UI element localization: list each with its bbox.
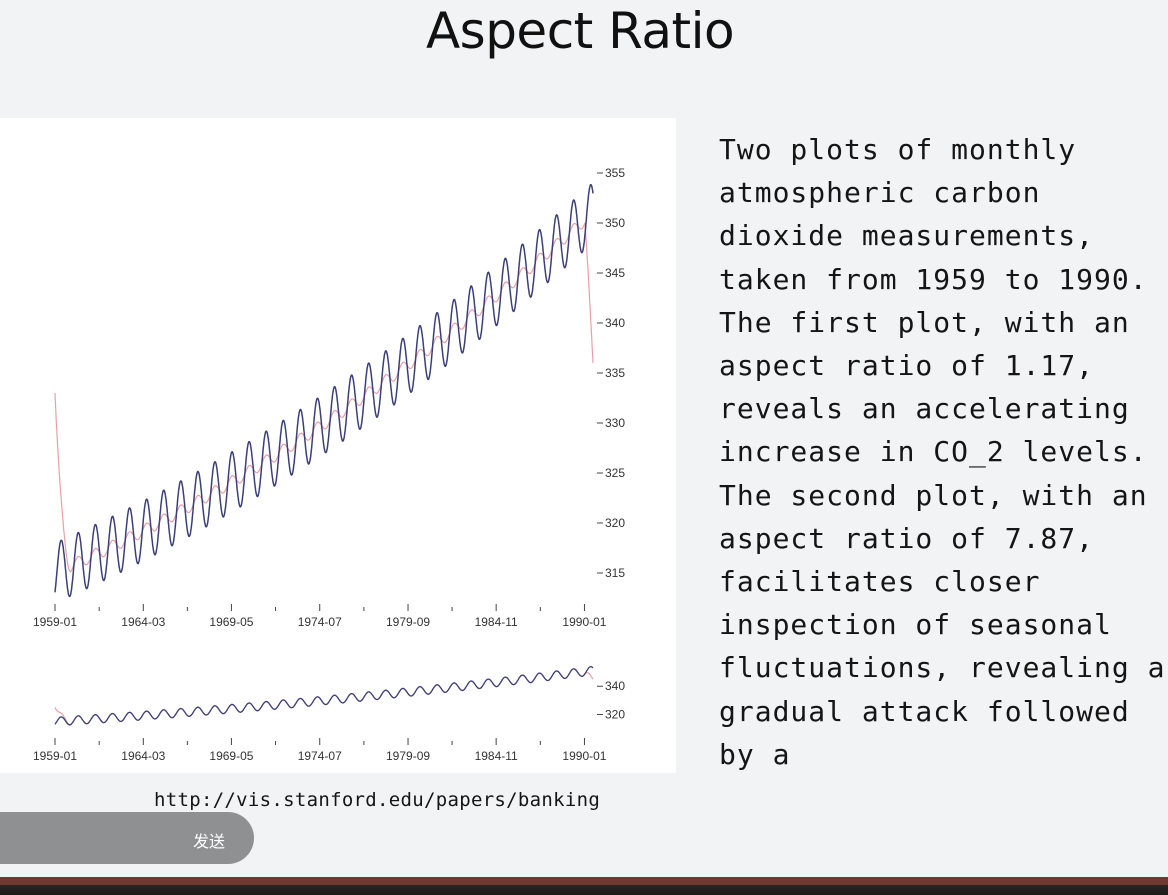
bottom-series-monthly-line — [54, 666, 594, 726]
chat-input-bar[interactable] — [0, 812, 254, 864]
chart-panel: 1959-01 1964-03 1969-05 1974-07 1979-09 1984-… — [0, 118, 676, 773]
top-y-tick-label: 325 — [605, 466, 625, 480]
top-x-tick-label: 1959-01 — [33, 615, 77, 629]
slide-description: Two plots of monthly atmospheric carbon … — [719, 133, 1166, 771]
co2-chart-aspect-1-17: 1959-01 1964-03 1969-05 1974-07 1979-09 1984-… — [33, 166, 625, 629]
bottom-y-tick-label: 320 — [605, 707, 625, 721]
bottom-x-tick-label: 1964-03 — [121, 749, 165, 763]
bottom-series-trend-line — [54, 668, 594, 726]
bottom-bar — [0, 877, 1168, 895]
top-y-tick-label: 350 — [605, 216, 625, 230]
top-y-tick-label: 335 — [605, 366, 625, 380]
send-button[interactable]: 发送 — [193, 832, 226, 851]
top-y-tick-label: 340 — [605, 316, 625, 330]
top-x-tick-label: 1979-09 — [386, 615, 430, 629]
top-series-monthly-line — [54, 184, 594, 598]
co2-charts: 1959-01 1964-03 1969-05 1974-07 1979-09 1984-… — [33, 166, 625, 763]
top-x-tick-label: 1969-05 — [209, 615, 253, 629]
bottom-x-tick-label: 1969-05 — [209, 749, 253, 763]
bottom-x-tick-label: 1959-01 — [33, 749, 77, 763]
bottom-x-tick-label: 1984-11 — [475, 749, 518, 763]
co2-chart-aspect-7-87: 1959-01 1964-03 1969-05 1974-07 1979-09 1984-… — [33, 666, 625, 763]
top-x-tick-label: 1974-07 — [298, 615, 342, 629]
bottom-y-tick-label: 340 — [605, 679, 625, 693]
slide-title: Aspect Ratio — [425, 2, 735, 60]
source-url: http://vis.stanford.edu/papers/banking — [154, 789, 601, 811]
top-y-tick-label: 355 — [605, 166, 625, 180]
top-x-tick-label: 1990-01 — [562, 615, 606, 629]
bottom-x-tick-label: 1979-09 — [386, 749, 430, 763]
bottom-x-tick-label: 1990-01 — [562, 749, 606, 763]
top-series-trend-line — [54, 222, 594, 573]
top-x-tick-label: 1964-03 — [121, 615, 165, 629]
top-y-tick-label: 315 — [605, 566, 625, 580]
top-y-tick-label: 345 — [605, 266, 625, 280]
top-y-tick-label: 330 — [605, 416, 625, 430]
top-x-tick-label: 1984-11 — [475, 615, 518, 629]
top-y-tick-label: 320 — [605, 516, 625, 530]
bottom-x-tick-label: 1974-07 — [298, 749, 342, 763]
